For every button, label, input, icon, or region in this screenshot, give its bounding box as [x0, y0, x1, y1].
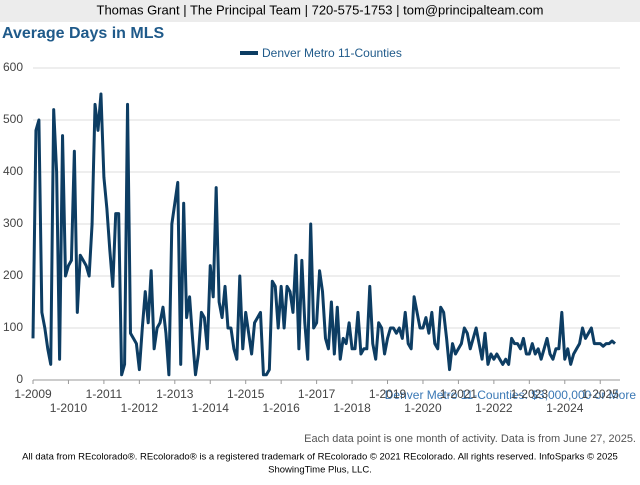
data-line [31, 92, 616, 377]
footer-text: All data from REcolorado®. REcolorado® i… [22, 452, 618, 463]
footer-text: ShowingTime Plus, LLC. [268, 465, 372, 476]
y-tick-label: 200 [3, 268, 23, 282]
note: Each data point is one month of activity… [304, 433, 636, 445]
y-tick-label: 500 [3, 112, 23, 126]
y-tick-label: 0 [16, 372, 23, 386]
y-tick-label: 600 [3, 60, 23, 74]
y-tick-label: 100 [3, 320, 23, 334]
x-tick-label: 1-2018 [333, 401, 371, 415]
x-tick-label: 1-2022 [475, 401, 513, 415]
x-tick-label: 1-2016 [262, 401, 300, 415]
x-tick-label: 1-2014 [192, 401, 230, 415]
x-tick-label: 1-2009 [14, 387, 52, 401]
caption: Denver Metro 11-Counties: $3,000,000 or … [385, 388, 637, 402]
x-tick-label: 1-2012 [121, 401, 159, 415]
x-tick-label: 1-2021 [440, 387, 478, 401]
header-text: Thomas Grant | The Principal Team | 720-… [97, 2, 544, 17]
x-tick-label: 1-2013 [156, 387, 194, 401]
x-tick-label: 1-2025 [582, 387, 620, 401]
x-tick-label: 1-2020 [404, 401, 442, 415]
header-bar [0, 0, 640, 22]
legend-label: Denver Metro 11-Counties [262, 46, 402, 60]
x-tick-label: 1-2019 [369, 387, 407, 401]
x-tick-label: 1-2017 [298, 387, 336, 401]
x-tick-label: 1-2023 [511, 387, 549, 401]
x-tick-label: 1-2011 [86, 387, 123, 401]
y-tick-label: 300 [3, 216, 23, 230]
x-tick-label: 1-2015 [227, 387, 265, 401]
x-tick-label: 1-2010 [50, 401, 88, 415]
y-tick-label: 400 [3, 164, 23, 178]
x-tick-label: 1-2024 [546, 401, 584, 415]
chart-title: Average Days in MLS [2, 25, 164, 42]
